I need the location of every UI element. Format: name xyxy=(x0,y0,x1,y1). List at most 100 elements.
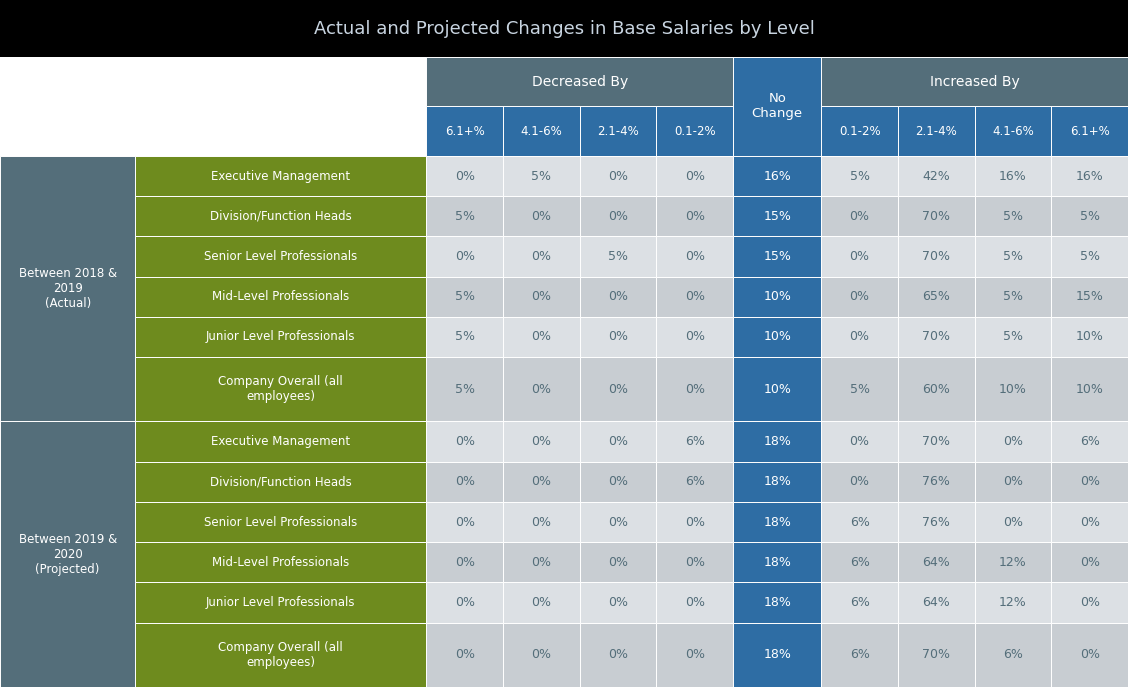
Bar xyxy=(821,277,898,317)
Text: 0%: 0% xyxy=(1003,435,1023,448)
Text: 6%: 6% xyxy=(849,556,870,569)
Text: 60%: 60% xyxy=(923,383,950,396)
Text: 6%: 6% xyxy=(1003,649,1023,662)
Text: Company Overall (all
employees): Company Overall (all employees) xyxy=(219,641,343,669)
Text: 5%: 5% xyxy=(849,383,870,396)
Text: 5%: 5% xyxy=(455,383,475,396)
Text: Executive Management: Executive Management xyxy=(211,170,351,183)
Text: 0%: 0% xyxy=(685,170,705,183)
Bar xyxy=(821,357,898,422)
Bar xyxy=(656,462,733,502)
Bar xyxy=(821,317,898,357)
Text: 0%: 0% xyxy=(531,649,552,662)
Bar xyxy=(580,277,656,317)
Text: 0%: 0% xyxy=(608,291,628,303)
Bar xyxy=(898,422,975,462)
Text: 0%: 0% xyxy=(531,556,552,569)
Bar xyxy=(426,583,503,622)
Bar xyxy=(1051,422,1128,462)
Text: 18%: 18% xyxy=(764,435,791,448)
Bar xyxy=(975,357,1051,422)
Bar xyxy=(733,196,821,236)
Text: 0%: 0% xyxy=(608,515,628,528)
Bar xyxy=(426,57,733,106)
Bar xyxy=(580,502,656,542)
Bar xyxy=(503,583,580,622)
Bar xyxy=(426,622,503,687)
Bar xyxy=(503,622,580,687)
Bar xyxy=(656,106,733,156)
Bar xyxy=(426,462,503,502)
Bar xyxy=(426,277,503,317)
Bar xyxy=(821,462,898,502)
Bar xyxy=(656,277,733,317)
Text: 12%: 12% xyxy=(999,596,1026,609)
Bar xyxy=(0,0,1128,57)
Text: 5%: 5% xyxy=(849,170,870,183)
Bar xyxy=(135,317,426,357)
Bar xyxy=(1051,583,1128,622)
Text: 2.1-4%: 2.1-4% xyxy=(916,125,958,137)
Bar xyxy=(426,196,503,236)
Text: Between 2018 &
2019
(Actual): Between 2018 & 2019 (Actual) xyxy=(19,267,116,311)
Bar xyxy=(975,236,1051,277)
Text: 10%: 10% xyxy=(764,291,791,303)
Text: 0%: 0% xyxy=(685,250,705,263)
Bar xyxy=(975,542,1051,583)
Text: Actual and Projected Changes in Base Salaries by Level: Actual and Projected Changes in Base Sal… xyxy=(314,19,814,38)
Text: 6.1+%: 6.1+% xyxy=(444,125,485,137)
Bar xyxy=(656,542,733,583)
Text: 18%: 18% xyxy=(764,556,791,569)
Bar xyxy=(898,196,975,236)
Bar xyxy=(898,317,975,357)
Bar xyxy=(426,106,503,156)
Text: 64%: 64% xyxy=(923,596,950,609)
Bar xyxy=(135,583,426,622)
Bar xyxy=(898,622,975,687)
Bar xyxy=(656,236,733,277)
Text: 0%: 0% xyxy=(1079,596,1100,609)
Bar xyxy=(426,502,503,542)
Text: 0%: 0% xyxy=(455,475,475,488)
Text: 6%: 6% xyxy=(849,649,870,662)
Bar xyxy=(821,196,898,236)
Text: 76%: 76% xyxy=(923,515,950,528)
Bar xyxy=(135,542,426,583)
Bar xyxy=(898,542,975,583)
Text: 0%: 0% xyxy=(685,515,705,528)
Text: 0%: 0% xyxy=(608,330,628,344)
Bar xyxy=(1051,622,1128,687)
Text: 5%: 5% xyxy=(1003,210,1023,223)
Bar xyxy=(580,462,656,502)
Text: 0%: 0% xyxy=(531,291,552,303)
Bar xyxy=(580,622,656,687)
Bar xyxy=(975,622,1051,687)
Bar xyxy=(821,542,898,583)
Text: 10%: 10% xyxy=(764,330,791,344)
Bar xyxy=(975,462,1051,502)
Bar xyxy=(580,106,656,156)
Bar xyxy=(975,277,1051,317)
Bar xyxy=(135,196,426,236)
Text: 0%: 0% xyxy=(685,210,705,223)
Text: 16%: 16% xyxy=(764,170,791,183)
Text: 16%: 16% xyxy=(999,170,1026,183)
Text: 10%: 10% xyxy=(764,383,791,396)
Text: 0%: 0% xyxy=(1003,475,1023,488)
Bar xyxy=(1051,277,1128,317)
Bar xyxy=(656,583,733,622)
Bar xyxy=(580,357,656,422)
Text: 0%: 0% xyxy=(608,596,628,609)
Bar xyxy=(898,502,975,542)
Bar xyxy=(656,156,733,196)
Bar xyxy=(426,422,503,462)
Text: 5%: 5% xyxy=(608,250,628,263)
Text: 0%: 0% xyxy=(849,291,870,303)
Text: 5%: 5% xyxy=(455,330,475,344)
Text: Senior Level Professionals: Senior Level Professionals xyxy=(204,250,358,263)
Text: Division/Function Heads: Division/Function Heads xyxy=(210,210,352,223)
Bar xyxy=(426,156,503,196)
Text: 15%: 15% xyxy=(764,250,791,263)
Bar xyxy=(975,583,1051,622)
Bar xyxy=(656,317,733,357)
